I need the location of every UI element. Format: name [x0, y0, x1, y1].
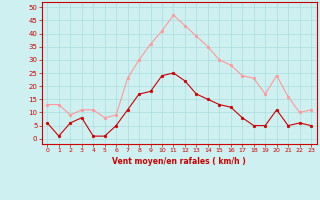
X-axis label: Vent moyen/en rafales ( km/h ): Vent moyen/en rafales ( km/h ): [112, 157, 246, 166]
